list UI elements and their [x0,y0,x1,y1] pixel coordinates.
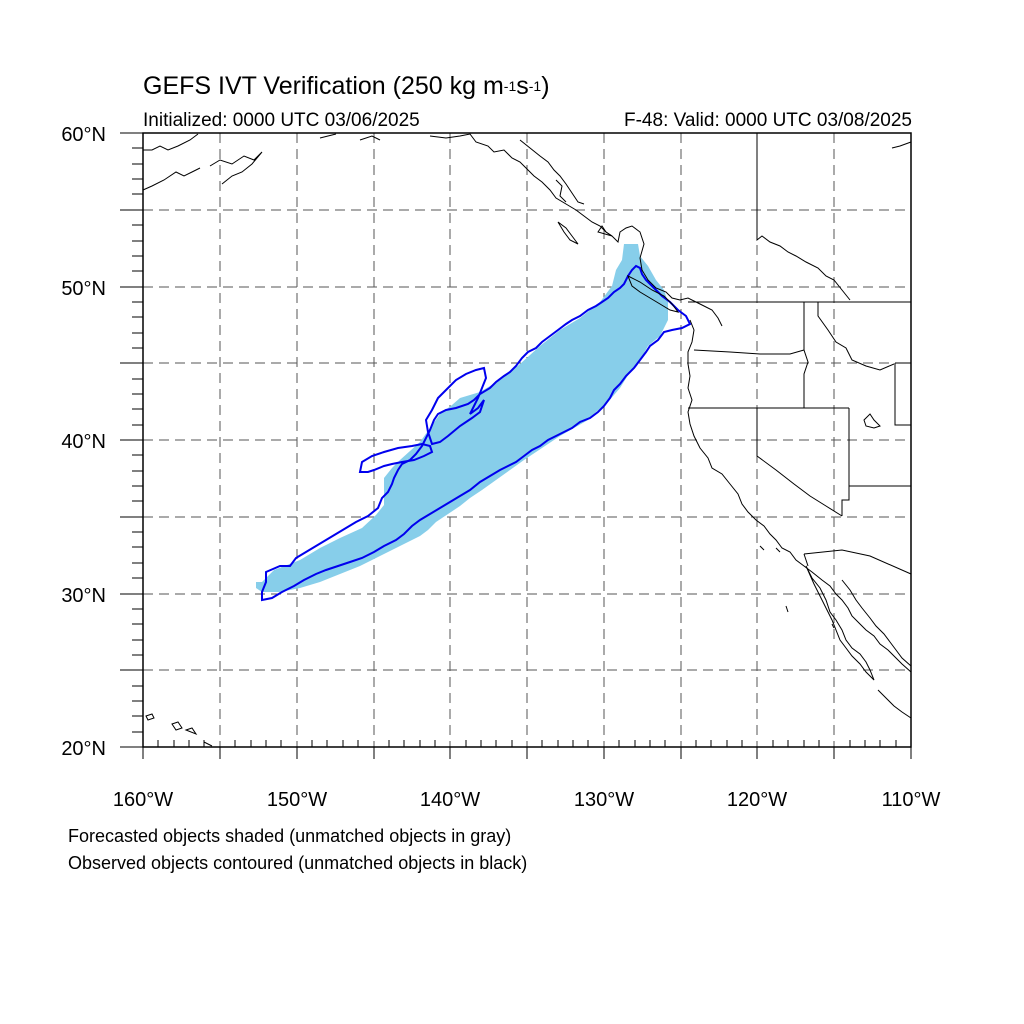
lon-label-110w: 110°W [882,789,941,811]
chart-title: GEFS IVT Verification (250 kg m-1s-1) [143,72,550,101]
footer-note-forecast: Forecasted objects shaded (unmatched obj… [68,826,512,846]
observed-ivt-object-branch [358,442,434,473]
baja-california [805,565,875,681]
initialized-time: Initialized: 0000 UTC 03/06/2025 [143,110,420,131]
title-main: GEFS IVT Verification (250 kg m [143,72,504,100]
lat-label-50n: 50°N [61,278,106,300]
west-coast-us [687,319,912,673]
tick-marks [120,132,912,759]
alaska-coast [142,133,607,233]
hawaii-islands [145,713,213,747]
lon-label-150w: 150°W [267,789,327,811]
title-exponent-1: -1 [503,78,517,94]
lat-label-40n: 40°N [61,431,106,453]
lat-axis-labels: 20°N 30°N 40°N 50°N 60°N [61,124,106,760]
lat-label-30n: 30°N [61,585,106,607]
lat-label-20n: 20°N [61,738,106,760]
lat-label-60n: 60°N [61,124,106,146]
title-end: ) [541,72,550,100]
observed-ivt-object-main [261,264,692,602]
political-borders [688,133,912,575]
valid-time: F-48: Valid: 0000 UTC 03/08/2025 [624,110,912,131]
mexico-mainland-coast [841,579,912,719]
title-exponent-2: -1 [528,78,542,94]
coastlines [142,133,912,747]
lon-label-120w: 120°W [727,789,787,811]
bc-interior [605,225,723,327]
observed-ivt-object-north [424,366,488,446]
observed-ivt-contours [261,264,692,602]
small-islands [759,141,912,629]
se-alaska-islands [519,139,613,245]
forecast-ivt-object [256,244,668,592]
footer-note-observed: Observed objects contoured (unmatched ob… [68,853,528,873]
lon-label-130w: 130°W [574,789,634,811]
lon-axis-labels: 160°W 150°W 140°W 130°W 120°W 110°W [113,789,941,811]
title-mid: s [516,72,529,100]
lon-label-140w: 140°W [420,789,480,811]
lon-label-160w: 160°W [113,789,173,811]
vancouver-island [627,274,680,313]
